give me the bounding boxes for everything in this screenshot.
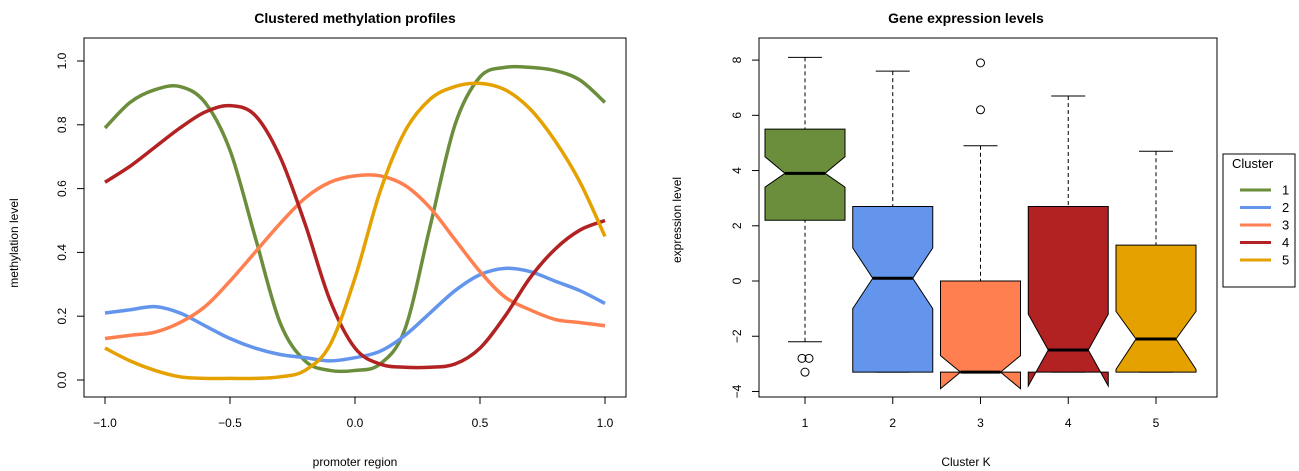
expression-y-axis-label: expression level [670, 177, 684, 263]
legend-label-3: 3 [1282, 218, 1289, 233]
legend-entries: 1 2 3 4 5 [1240, 183, 1289, 268]
methylation-x-tick-label: 1.0 [597, 416, 614, 430]
box-3-outlier [976, 105, 985, 115]
methylation-x-axis-label: promoter region [313, 455, 398, 469]
methylation-x-tick-label: 0.0 [347, 416, 364, 430]
methylation-y-tick-label: 0.4 [55, 244, 69, 261]
methylation-series-5-line [104, 81, 607, 381]
methylation-plot-frame [83, 37, 627, 398]
methylation-y-tick-label: 0.2 [55, 308, 69, 325]
box-3-body [940, 280, 1021, 390]
legend-title: Cluster [1232, 156, 1274, 171]
box-5-body [1115, 244, 1197, 373]
box-2-body [852, 205, 934, 373]
expression-y-tick-label: −2 [730, 329, 744, 343]
expression-x-tick-label: 3 [977, 416, 984, 430]
methylation-series-4-line [104, 103, 606, 370]
box-1-outlier [804, 353, 814, 363]
legend-label-2: 2 [1282, 200, 1289, 215]
methylation-y-axis-label: methylation level [7, 198, 21, 287]
expression-y-tick-label: −4 [730, 384, 744, 398]
cluster-legend [1222, 153, 1296, 288]
expression-y-tick-label: 0 [730, 277, 744, 284]
expression-x-tick-label: 5 [1153, 416, 1160, 430]
methylation-x-tick-label: −1.0 [93, 416, 117, 430]
methylation-y-tick-label: 1.0 [55, 52, 69, 69]
legend-label-4: 4 [1282, 235, 1289, 250]
methylation-series-3-line [104, 173, 606, 341]
box-1-outlier [800, 367, 810, 377]
methylation-series-1-line [103, 64, 607, 374]
methylation-y-tick-label: 0.6 [55, 180, 69, 197]
expression-x-axis-label: Cluster K [941, 455, 990, 469]
methylation-series-2-line [104, 266, 606, 363]
expression-plot-area: 1 2 3 4 5 −4 −2 0 2 4 6 8 [730, 56, 1197, 430]
methylation-x-tick-label: 0.5 [472, 416, 489, 430]
expression-chart-title: Gene expression levels [888, 10, 1044, 26]
expression-x-tick-label: 2 [889, 416, 896, 430]
legend-label-5: 5 [1282, 253, 1289, 268]
methylation-chart-title: Clustered methylation profiles [254, 10, 456, 26]
expression-y-tick-label: 4 [730, 167, 744, 174]
legend-label-1: 1 [1282, 183, 1289, 198]
expression-x-tick-label: 1 [802, 416, 809, 430]
methylation-y-tick-label: 0.8 [55, 116, 69, 133]
methylation-x-tick-label: −0.5 [218, 416, 242, 430]
expression-y-tick-label: 8 [730, 56, 744, 63]
expression-y-tick-label: 2 [730, 222, 744, 229]
box-1-outlier [797, 353, 807, 363]
expression-y-tick-label: 6 [730, 112, 744, 119]
methylation-y-tick-label: 0.0 [55, 371, 69, 388]
methylation-plot-area: −1.0 −0.5 0.0 0.5 1.0 0.0 0.2 0.4 0.6 0.8 1.0 [55, 52, 614, 430]
box-3-outlier [976, 58, 985, 68]
box-4-body [1027, 205, 1109, 388]
expression-x-tick-label: 4 [1065, 416, 1072, 430]
